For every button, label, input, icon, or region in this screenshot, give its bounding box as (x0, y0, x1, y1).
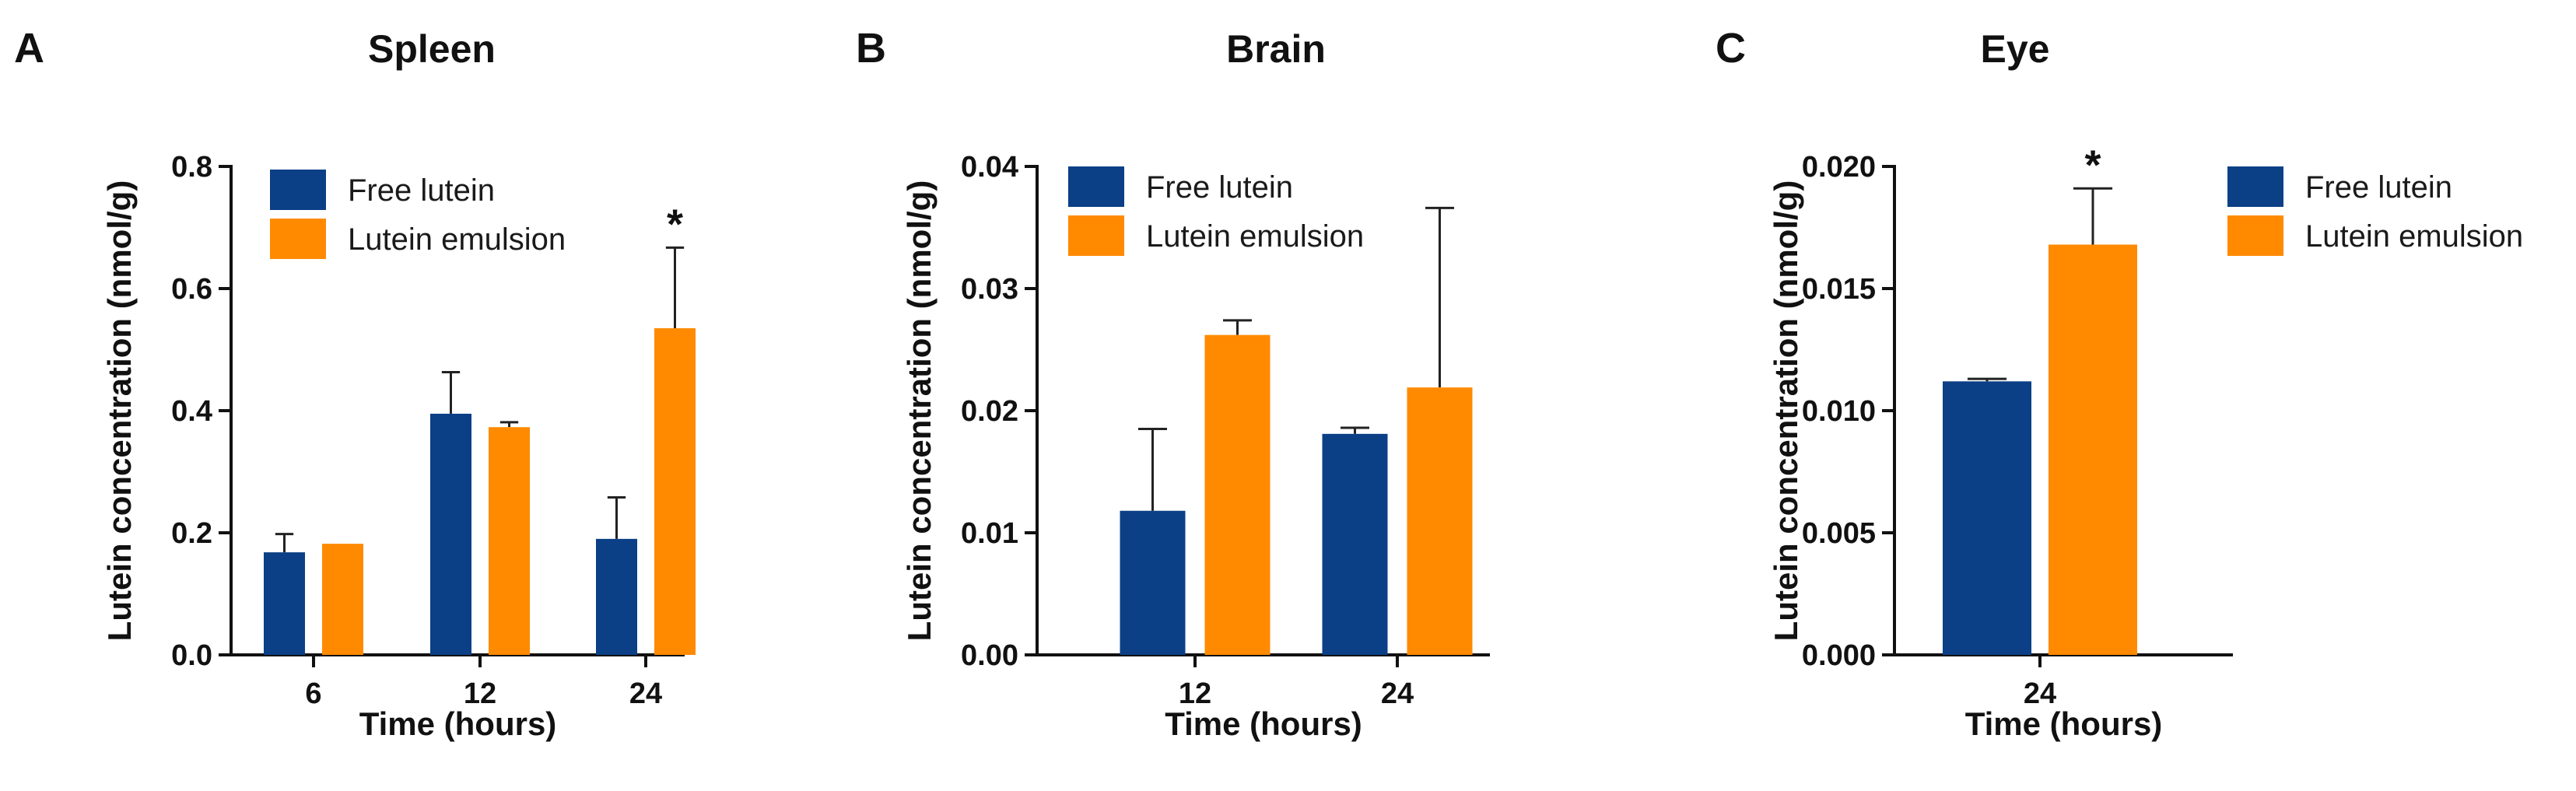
panel-letter: A (14, 25, 44, 72)
legend-label: Lutein emulsion (1146, 219, 1364, 254)
x-tick-label: 6 (305, 677, 321, 710)
y-tick-label: 0.03 (961, 273, 1018, 306)
x-axis-title: Time (hours) (1965, 705, 2163, 742)
legend-label: Lutein emulsion (348, 222, 566, 257)
y-tick-label: 0.04 (961, 151, 1018, 184)
bar-lutein-emulsion (322, 544, 363, 655)
bar-lutein-emulsion (489, 427, 530, 655)
x-tick-label: 24 (1381, 677, 1414, 710)
y-axis-title: Lutein concentration (nmol/g) (901, 180, 938, 642)
x-tick-label: 12 (464, 677, 496, 710)
legend-swatch (1068, 215, 1124, 256)
x-axis-title: Time (hours) (1165, 705, 1362, 742)
bar-free-lutein (1943, 381, 2031, 655)
legend-swatch (2227, 166, 2283, 207)
significance-marker: * (2084, 142, 2101, 188)
y-tick-label: 0.020 (1802, 151, 1876, 184)
legend-swatch (270, 219, 326, 259)
y-tick-label: 0.4 (171, 395, 212, 428)
y-axis-title: Lutein concentration (nmol/g) (101, 180, 138, 642)
y-tick-label: 0.000 (1802, 639, 1876, 672)
x-tick-label: 12 (1179, 677, 1211, 710)
chart-title: Brain (1226, 27, 1326, 71)
legend: Free lutein Lutein emulsion (1068, 166, 1364, 256)
bar-lutein-emulsion (1407, 387, 1473, 655)
chart-title: Eye (1981, 27, 2050, 71)
bar-free-lutein (1322, 433, 1388, 655)
y-tick-label: 0.005 (1802, 517, 1876, 550)
legend-swatch (270, 170, 326, 210)
x-tick-label: 24 (2024, 677, 2056, 710)
bar-free-lutein (1120, 510, 1186, 655)
legend-label: Free lutein (1146, 170, 1293, 205)
bar-free-lutein (596, 538, 637, 655)
y-tick-label: 0.02 (961, 395, 1018, 428)
legend-swatch (2227, 215, 2283, 256)
chart-panel-c: C Eye Lutein concentration (nmol/g)0.000 0.… (1716, 25, 2523, 742)
bar-free-lutein (264, 552, 305, 655)
legend-label: Free lutein (2305, 170, 2452, 205)
bar-lutein-emulsion (1204, 334, 1270, 655)
chart-panel-b: B Brain Lutein concentration (nmol/g) 0.00 0… (856, 25, 1490, 742)
y-tick-label: 0.8 (171, 151, 212, 184)
bar-lutein-emulsion (654, 328, 696, 655)
panel-letter: B (856, 25, 886, 72)
y-tick-label: 0.0 (171, 639, 212, 672)
significance-marker: * (667, 201, 683, 247)
legend: Free lutein Lutein emulsion (270, 170, 566, 259)
y-tick-label: 0.00 (961, 639, 1018, 672)
y-tick-label: 0.6 (171, 273, 212, 306)
y-axis-title: Lutein concentration (nmol/g) (1768, 180, 1804, 642)
y-tick-label: 0.010 (1802, 395, 1876, 428)
x-axis-title: Time (hours) (359, 705, 557, 742)
legend-swatch (1068, 166, 1124, 207)
legend-label: Lutein emulsion (2305, 219, 2523, 254)
y-tick-label: 0.015 (1802, 273, 1876, 306)
x-tick-label: 24 (629, 677, 662, 710)
y-tick-label: 0.01 (961, 517, 1018, 550)
bar-lutein-emulsion (2049, 244, 2137, 656)
chart-panel-a: A Spleen Lutein concentration (nmol/g) 0.0 0… (14, 25, 696, 742)
y-tick-label: 0.2 (171, 517, 212, 550)
panel-letter: C (1716, 25, 1746, 72)
chart-title: Spleen (368, 27, 496, 71)
bar-free-lutein (430, 413, 471, 655)
legend: Free lutein Lutein emulsion (2227, 166, 2523, 256)
legend-label: Free lutein (348, 173, 495, 208)
